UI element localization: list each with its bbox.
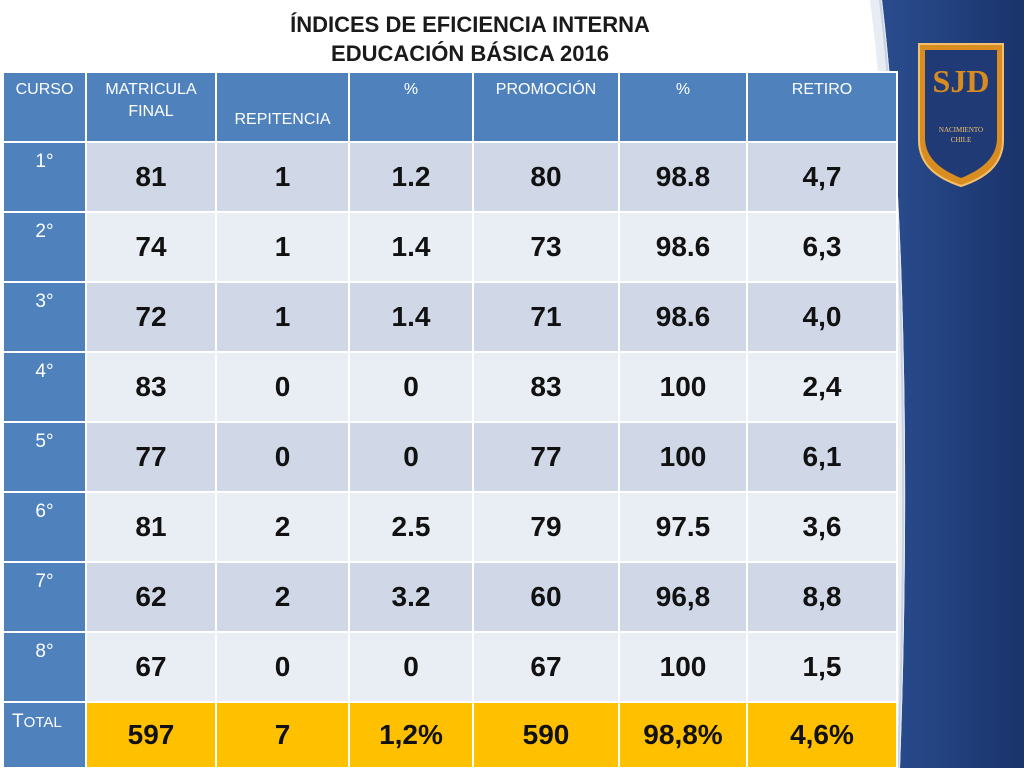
total-promocion: 590: [472, 701, 620, 768]
cell-repitencia-pct: 1.2: [348, 141, 474, 213]
total-label-first: T: [12, 711, 24, 732]
cell-curso: 8°: [2, 631, 87, 703]
cell-repitencia: 2: [215, 491, 350, 563]
cell-retiro: 8,8: [746, 561, 898, 633]
cell-retiro: 4,0: [746, 281, 898, 353]
cell-curso: 7°: [2, 561, 87, 633]
total-label: TOTAL: [2, 701, 87, 768]
cell-promocion: 60: [472, 561, 620, 633]
cell-repitencia: 1: [215, 141, 350, 213]
logo-subtitle-1: NACIMIENTO: [939, 126, 983, 134]
title-line-1: ÍNDICES DE EFICIENCIA INTERNA: [290, 12, 650, 37]
header-repitencia: REPITENCIA: [215, 71, 350, 143]
table-row: 7° 62 2 3.2 60 96,8 8,8: [2, 561, 898, 633]
total-label-rest: OTAL: [23, 714, 62, 731]
table-row: 8° 67 0 0 67 100 1,5: [2, 631, 898, 703]
cell-repitencia: 0: [215, 351, 350, 423]
total-promocion-pct: 98,8%: [618, 701, 748, 768]
cell-repitencia-pct: 2.5: [348, 491, 474, 563]
cell-promocion: 71: [472, 281, 620, 353]
header-matricula-line-2: FINAL: [128, 103, 174, 120]
cell-promocion: 79: [472, 491, 620, 563]
cell-matricula: 74: [85, 211, 217, 283]
cell-repitencia: 2: [215, 561, 350, 633]
cell-retiro: 1,5: [746, 631, 898, 703]
cell-matricula: 67: [85, 631, 217, 703]
cell-promocion-pct: 100: [618, 421, 748, 493]
cell-repitencia: 1: [215, 211, 350, 283]
cell-repitencia: 0: [215, 631, 350, 703]
page-title: ÍNDICES DE EFICIENCIA INTERNA EDUCACIÓN …: [150, 10, 790, 68]
cell-retiro: 6,3: [746, 211, 898, 283]
total-retiro: 4,6%: [746, 701, 898, 768]
cell-repitencia-pct: 3.2: [348, 561, 474, 633]
header-curso: CURSO: [2, 71, 87, 143]
cell-curso: 1°: [2, 141, 87, 213]
cell-promocion: 73: [472, 211, 620, 283]
cell-promocion: 77: [472, 421, 620, 493]
total-row: TOTAL 597 7 1,2% 590 98,8% 4,6%: [2, 701, 898, 768]
table-row: 6° 81 2 2.5 79 97.5 3,6: [2, 491, 898, 563]
logo-subtitle-2: CHILE: [951, 136, 972, 144]
cell-retiro: 2,4: [746, 351, 898, 423]
cell-repitencia-pct: 1.4: [348, 211, 474, 283]
cell-curso: 3°: [2, 281, 87, 353]
header-matricula-line-1: MATRICULA: [105, 81, 197, 98]
cell-promocion: 83: [472, 351, 620, 423]
cell-repitencia-pct: 0: [348, 351, 474, 423]
efficiency-table: CURSO MATRICULA FINAL REPITENCIA % PROMO…: [2, 71, 898, 768]
cell-matricula: 62: [85, 561, 217, 633]
total-repitencia-pct: 1,2%: [348, 701, 474, 768]
cell-curso: 5°: [2, 421, 87, 493]
table-row: 2° 74 1 1.4 73 98.6 6,3: [2, 211, 898, 283]
school-logo: SJD NACIMIENTO CHILE: [918, 43, 1004, 188]
cell-repitencia: 0: [215, 421, 350, 493]
cell-promocion-pct: 100: [618, 631, 748, 703]
cell-retiro: 4,7: [746, 141, 898, 213]
cell-promocion-pct: 97.5: [618, 491, 748, 563]
cell-matricula: 83: [85, 351, 217, 423]
table-row: 5° 77 0 0 77 100 6,1: [2, 421, 898, 493]
cell-repitencia-pct: 0: [348, 421, 474, 493]
header-promocion: PROMOCIÓN: [472, 71, 620, 143]
cell-promocion: 80: [472, 141, 620, 213]
table-row: 1° 81 1 1.2 80 98.8 4,7: [2, 141, 898, 213]
total-matricula: 597: [85, 701, 217, 768]
table-body: 1° 81 1 1.2 80 98.8 4,7 2° 74 1 1.4 73 98.6 6,3 3° 72 1 1…: [2, 141, 898, 768]
cell-matricula: 77: [85, 421, 217, 493]
cell-retiro: 3,6: [746, 491, 898, 563]
cell-promocion-pct: 98.6: [618, 211, 748, 283]
table-header-row: CURSO MATRICULA FINAL REPITENCIA % PROMO…: [2, 71, 898, 143]
cell-repitencia: 1: [215, 281, 350, 353]
cell-promocion-pct: 98.6: [618, 281, 748, 353]
header-promocion-pct: %: [618, 71, 748, 143]
cell-curso: 4°: [2, 351, 87, 423]
cell-curso: 6°: [2, 491, 87, 563]
cell-promocion-pct: 100: [618, 351, 748, 423]
logo-initials: SJD: [933, 63, 990, 99]
cell-promocion: 67: [472, 631, 620, 703]
cell-promocion-pct: 96,8: [618, 561, 748, 633]
cell-matricula: 72: [85, 281, 217, 353]
cell-repitencia-pct: 0: [348, 631, 474, 703]
table-row: 4° 83 0 0 83 100 2,4: [2, 351, 898, 423]
header-matricula: MATRICULA FINAL: [85, 71, 217, 143]
cell-curso: 2°: [2, 211, 87, 283]
header-retiro: RETIRO: [746, 71, 898, 143]
table-row: 3° 72 1 1.4 71 98.6 4,0: [2, 281, 898, 353]
header-repitencia-pct: %: [348, 71, 474, 143]
cell-matricula: 81: [85, 141, 217, 213]
cell-repitencia-pct: 1.4: [348, 281, 474, 353]
title-line-2: EDUCACIÓN BÁSICA 2016: [331, 41, 609, 66]
total-repitencia: 7: [215, 701, 350, 768]
cell-promocion-pct: 98.8: [618, 141, 748, 213]
cell-matricula: 81: [85, 491, 217, 563]
cell-retiro: 6,1: [746, 421, 898, 493]
